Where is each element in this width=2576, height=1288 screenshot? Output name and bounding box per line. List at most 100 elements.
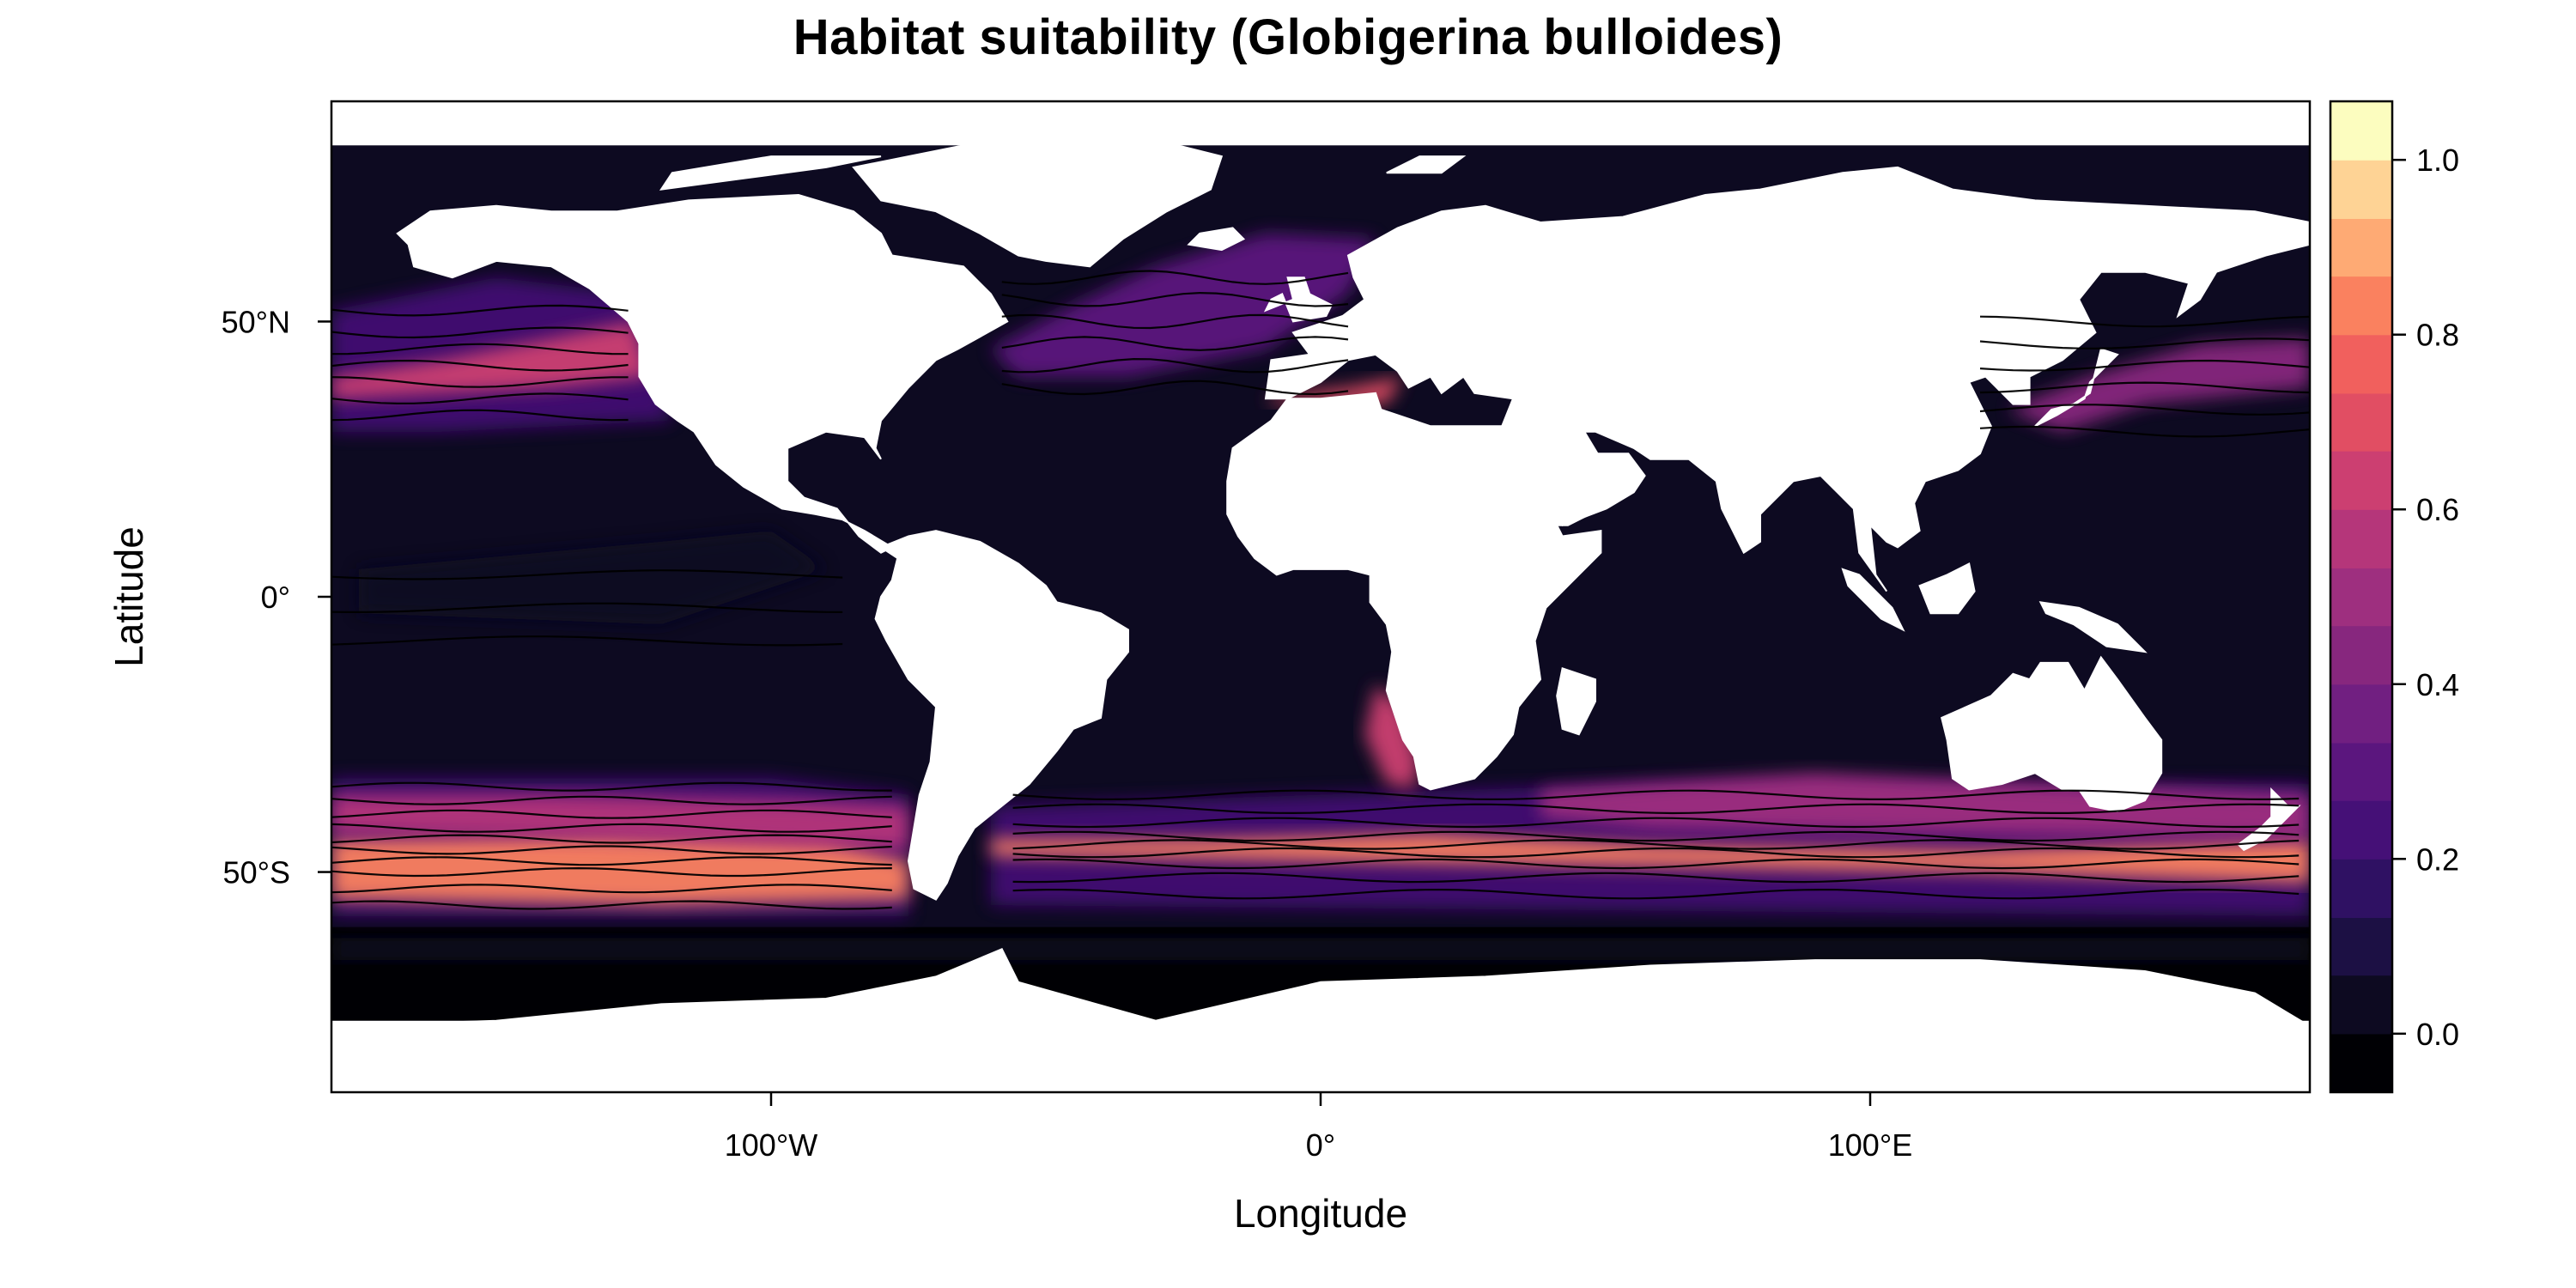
legend-band-12 (2330, 334, 2392, 394)
contour-line-23 (331, 343, 629, 355)
colorbar-legend: 1.0 0.8 0.6 0.4 0.2 0.0 (2329, 100, 2459, 1094)
legend-band-0 (2330, 1033, 2392, 1093)
land-arctic-islands (659, 155, 882, 191)
land-south-america (874, 530, 1129, 901)
contour-line-14 (1012, 839, 2300, 850)
contour-line-35 (1001, 313, 1349, 330)
x-axis: 100°W 0° 100°E (725, 1092, 1912, 1163)
land-sumatra (1841, 568, 1905, 632)
contour-line-3 (331, 823, 892, 833)
legend-band-11 (2330, 392, 2392, 452)
legend-band-9 (2330, 509, 2392, 569)
contour-line-37 (1001, 270, 1349, 285)
contour-line-2 (331, 809, 892, 819)
land-svalbard (1386, 155, 1467, 174)
contour-line-18 (1012, 889, 2300, 900)
land-uk-ireland (1263, 276, 1334, 323)
legend-band-16 (2330, 101, 2392, 161)
contour-line-9 (331, 900, 892, 910)
y-tick-label-1: 0° (261, 580, 290, 615)
land-madagascar (1556, 666, 1596, 736)
suitability-region-9 (359, 531, 826, 625)
land-africa (1226, 392, 1602, 791)
x-tick-label-0: 100°W (725, 1127, 817, 1163)
contour-line-0 (331, 781, 892, 792)
contour-line-32 (1001, 380, 1349, 396)
contour-line-27 (1979, 404, 2310, 416)
land-borneo (1918, 562, 1976, 615)
contour-line-17 (1012, 872, 2300, 884)
x-tick-label-2: 100°E (1828, 1127, 1912, 1163)
legend-band-8 (2330, 568, 2392, 627)
contour-line-11 (1012, 803, 2300, 815)
contour-line-20 (331, 392, 629, 404)
contour-line-19 (331, 409, 629, 422)
contour-line-5 (331, 845, 892, 855)
contour-line-4 (331, 834, 892, 844)
contour-line-30 (1979, 337, 2310, 349)
legend-band-15 (2330, 160, 2392, 219)
legend-band-5 (2330, 742, 2392, 801)
legend-band-3 (2330, 859, 2392, 919)
contour-line-40 (331, 635, 843, 647)
contour-line-1 (331, 795, 892, 805)
suitability-region-10 (331, 938, 2310, 961)
land-australia (1941, 655, 2163, 813)
y-axis-label: Latitude (106, 526, 151, 667)
contour-layer (331, 270, 2310, 910)
arctic-cap (331, 101, 2310, 146)
legend-band-2 (2330, 917, 2392, 976)
y-tick-label-2: 50°S (223, 855, 290, 890)
contour-line-16 (1012, 858, 2300, 870)
legend-band-6 (2330, 683, 2392, 744)
legend-tick-label-1: 0.8 (2416, 318, 2459, 353)
y-axis: 50°N 0° 50°S (222, 304, 331, 890)
land-north-america (396, 193, 1009, 554)
map-plot-area (331, 101, 2310, 1092)
legend-band-10 (2330, 451, 2392, 510)
legend-tick-label-2: 0.6 (2416, 492, 2459, 527)
contour-line-7 (331, 867, 892, 878)
contour-line-10 (1012, 789, 2300, 800)
contour-line-29 (1979, 359, 2310, 372)
legend-band-13 (2330, 276, 2392, 336)
legend-tick-label-0: 1.0 (2416, 143, 2459, 178)
contour-line-15 (1012, 847, 2300, 859)
contour-line-6 (331, 856, 892, 866)
land-new-guinea (2038, 601, 2148, 653)
contour-line-36 (1001, 292, 1349, 307)
contour-line-25 (331, 304, 629, 317)
suitability-region-6 (991, 233, 1376, 377)
suitability-region-8 (1364, 684, 1420, 790)
contour-line-38 (331, 569, 843, 580)
legend-tick-label-5: 0.0 (2416, 1017, 2459, 1052)
legend-band-4 (2330, 800, 2392, 860)
chart-title: Habitat suitability (Globigerina bulloid… (793, 9, 1783, 65)
legend-tick-label-4: 0.2 (2416, 841, 2459, 877)
contour-line-34 (1001, 336, 1349, 351)
contour-line-22 (331, 359, 629, 372)
contour-line-13 (1012, 830, 2300, 842)
contour-line-39 (331, 602, 843, 613)
contour-line-12 (1012, 817, 2300, 829)
land-iceland (1187, 227, 1246, 252)
suitability-region-1 (991, 833, 2310, 884)
land-layer (331, 101, 2310, 1092)
contour-line-8 (331, 884, 892, 894)
contour-line-33 (1001, 358, 1349, 374)
y-tick-label-0: 50°N (222, 304, 290, 339)
legend-frame (2329, 100, 2394, 1094)
contour-line-28 (1979, 381, 2310, 394)
legend-band-14 (2330, 218, 2392, 277)
land-arabia (1511, 419, 1646, 526)
antarctic-cap (331, 1026, 2310, 1092)
contour-line-24 (331, 326, 629, 339)
x-axis-label: Longitude (1233, 1191, 1408, 1236)
contour-line-26 (1979, 425, 2310, 438)
x-tick-label-1: 0° (1306, 1127, 1335, 1163)
contour-line-21 (331, 376, 629, 388)
legend-tick-label-3: 0.4 (2416, 667, 2459, 702)
land-baffin-greenland (852, 138, 1224, 268)
